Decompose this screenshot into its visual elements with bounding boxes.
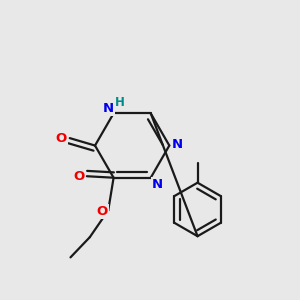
Text: O: O	[97, 206, 108, 218]
Text: N: N	[152, 178, 163, 191]
Text: H: H	[115, 96, 125, 109]
Text: O: O	[56, 132, 67, 145]
Text: N: N	[172, 138, 183, 151]
Text: O: O	[73, 170, 84, 183]
Text: N: N	[103, 101, 114, 115]
